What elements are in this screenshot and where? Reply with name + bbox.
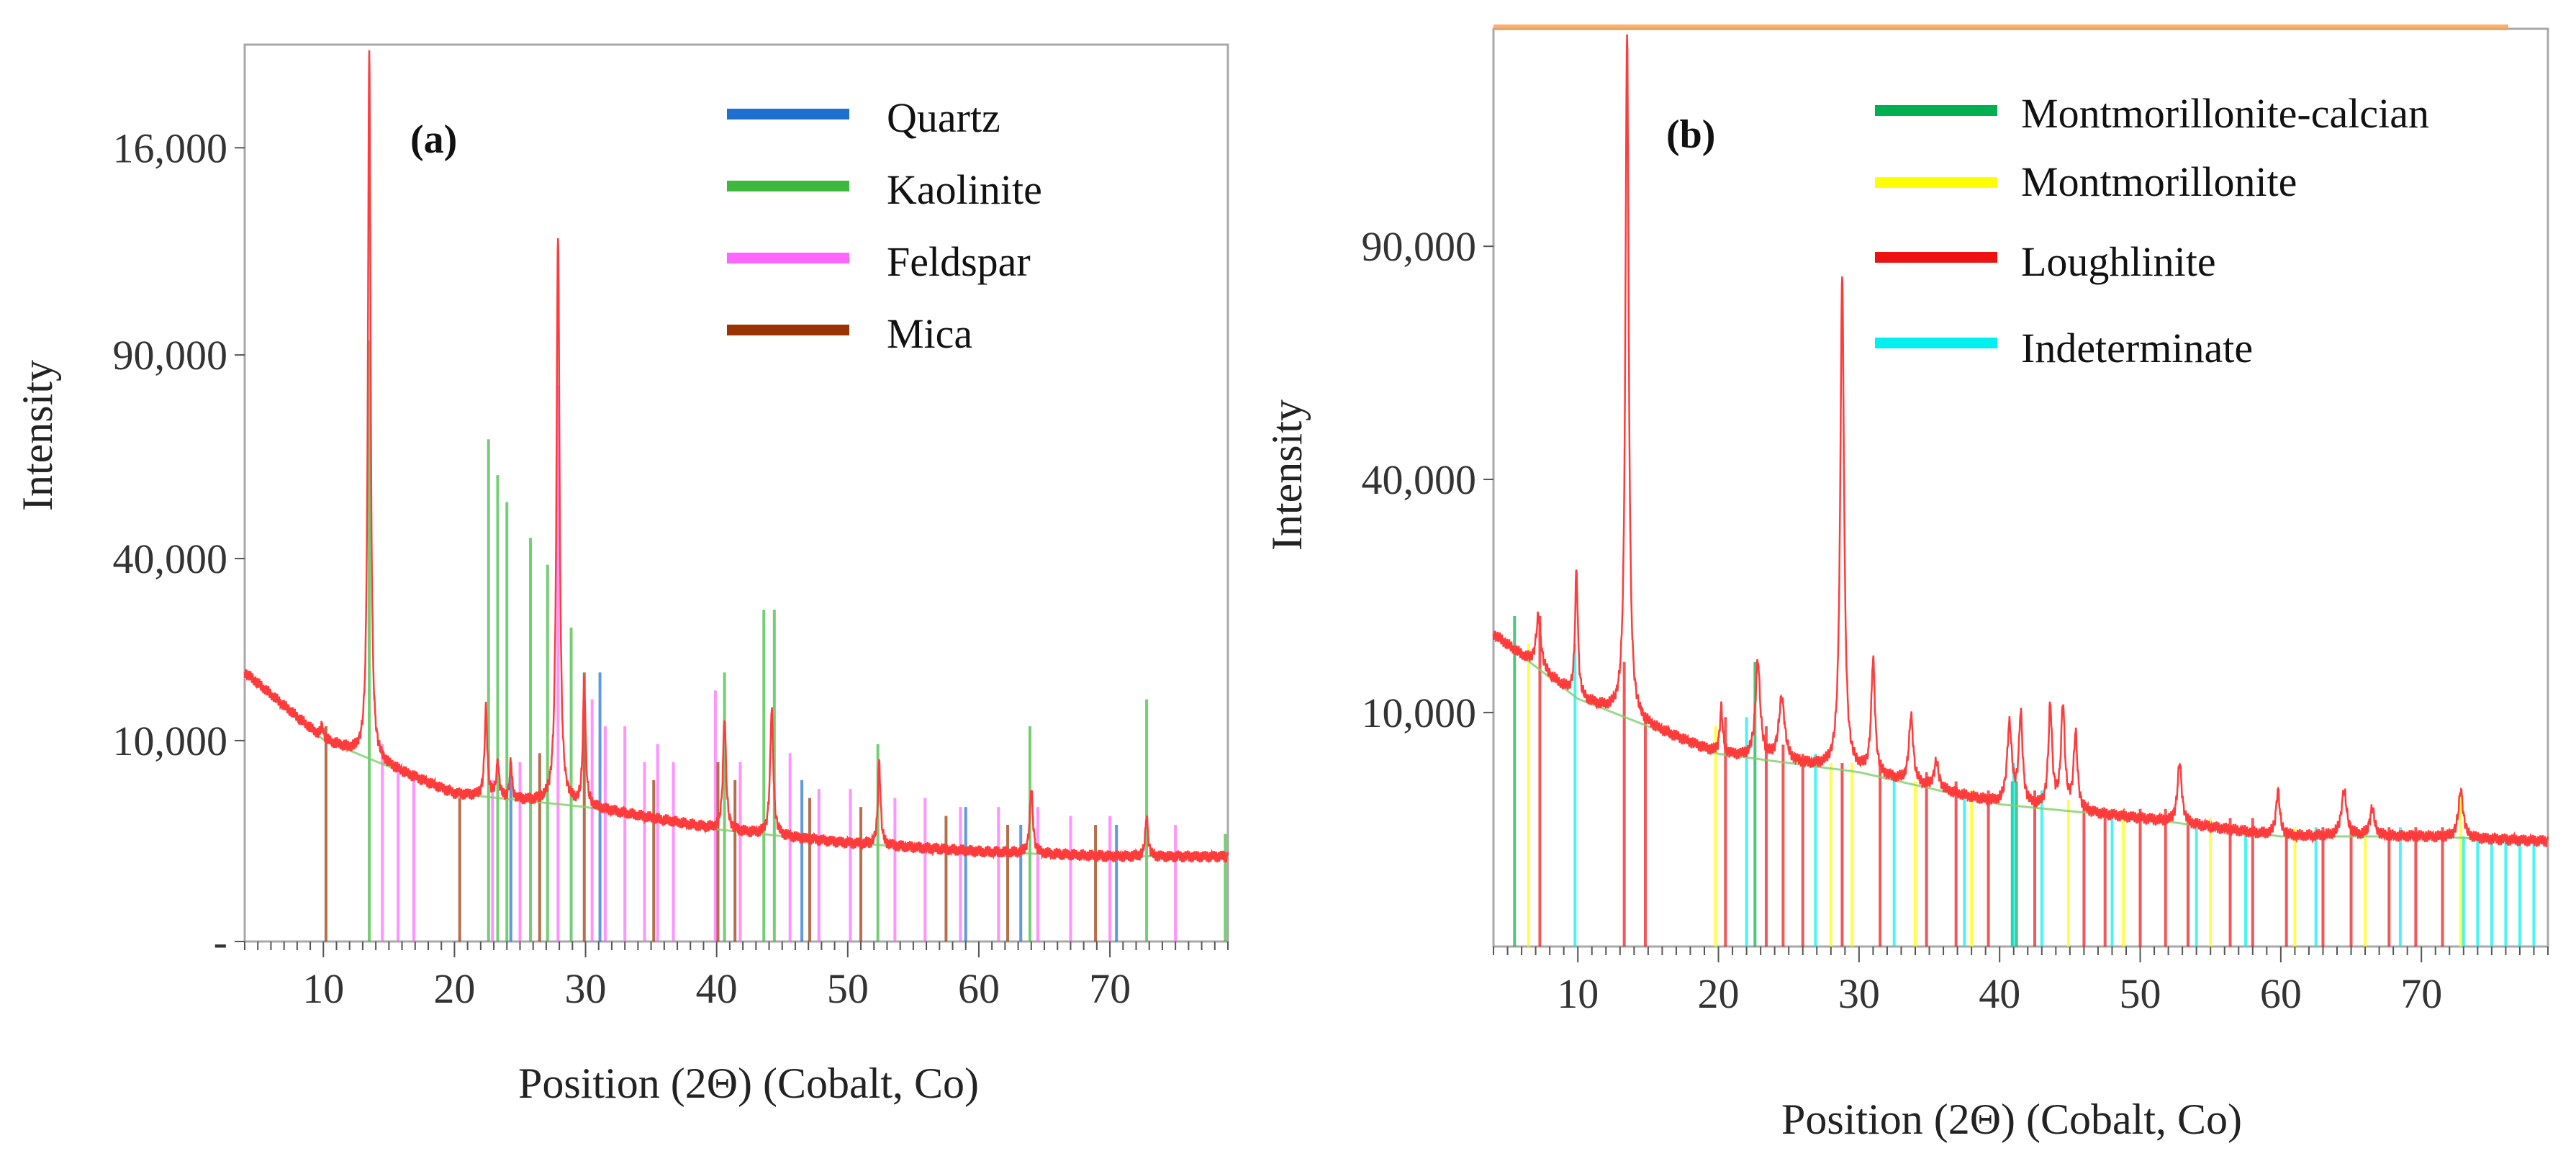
legend-item-quartz: Quartz — [727, 94, 1000, 141]
legend-swatch — [727, 109, 849, 119]
legend: Quartz Kaolinite Feldspar Mica — [727, 94, 1042, 357]
x-tick-label: 30 — [1838, 970, 1880, 1017]
phase-reference-lines — [324, 340, 1227, 941]
x-tick-label: 50 — [2120, 970, 2161, 1017]
phase-lines-montmorillonite — [1527, 644, 2462, 947]
legend-item-indeterminate: Indeterminate — [1875, 325, 2253, 371]
y-tick-label: 90,000 — [1362, 223, 1477, 270]
diffraction-pattern — [243, 50, 1229, 863]
x-tick-label: 30 — [565, 965, 607, 1012]
legend-item-mica: Mica — [727, 310, 972, 357]
y-tick-label: 40,000 — [113, 536, 228, 582]
legend-swatch — [1875, 105, 1997, 116]
legend-label: Indeterminate — [2021, 325, 2253, 371]
phase-lines-indeterminate — [1573, 644, 2536, 947]
axes: 10 20 30 40 50 60 70 90,000 40,000 10,000 — [1362, 223, 2549, 1017]
legend-item-kaolinite: Kaolinite — [727, 166, 1042, 213]
x-tick-label: 20 — [1698, 970, 1740, 1017]
x-tick-label: 70 — [2400, 970, 2442, 1017]
legend-label: Feldspar — [887, 238, 1031, 285]
chart-panel-a: 10 20 30 40 50 60 7016,00090,00040,00010,000- … — [14, 43, 1229, 1107]
legend-item-loughlinite: Loughlinite — [1875, 238, 2216, 285]
y-tick-label: 40,000 — [1362, 456, 1477, 503]
legend: Montmorillonite-calcian Montmorillonite … — [1875, 90, 2429, 371]
phase-lines-kaolinite — [368, 340, 1227, 941]
x-tick-label: 40 — [696, 965, 738, 1012]
diffraction-pattern — [1492, 34, 2549, 847]
pattern-line — [243, 50, 1229, 863]
x-tick-label: 60 — [958, 965, 1000, 1012]
y-axis-title: Intensity — [1263, 399, 1311, 551]
x-axis-title: Position (2Θ) (Cobalt, Co) — [518, 1060, 979, 1107]
legend-swatch — [727, 253, 849, 263]
axes: 10 20 30 40 50 60 70 16,000 90,000 40,000 10,000 - — [113, 125, 1229, 1012]
legend-label: Montmorillonite-calcian — [2021, 90, 2429, 137]
phase-lines-feldspar — [381, 385, 1178, 941]
legend-label: Kaolinite — [887, 166, 1042, 213]
y-tick-label: 10,000 — [113, 718, 228, 764]
legend-label: Mica — [887, 310, 972, 357]
panel-label: (a) — [410, 117, 457, 162]
x-axis-title: Position (2Θ) (Cobalt, Co) — [1781, 1096, 2242, 1143]
x-tick-label: 60 — [2260, 970, 2302, 1017]
top-edge-marks — [1493, 24, 2508, 30]
x-tick-label: 20 — [433, 965, 475, 1012]
x-tick-label: 50 — [827, 965, 869, 1012]
x-tick-label: 10 — [1557, 970, 1599, 1017]
y-tick-label: 16,000 — [113, 125, 228, 171]
x-tick-label: 10 — [302, 965, 344, 1012]
legend-item-feldspar: Feldspar — [727, 238, 1031, 285]
x-tick-label: 70 — [1089, 965, 1131, 1012]
y-tick-label: - — [214, 918, 227, 965]
phase-lines-mica — [324, 672, 1098, 941]
phase-reference-lines — [1513, 616, 2536, 947]
chart-panel-b: 10 20 30 40 50 60 70 90,000 40,000 10,000 (b) Mon… — [1263, 24, 2549, 1143]
legend-swatch — [727, 181, 849, 191]
pattern-line — [1492, 34, 2549, 847]
y-tick-label: 10,000 — [1362, 690, 1477, 736]
legend-swatch — [1875, 177, 1997, 188]
legend-swatch — [1875, 252, 1997, 263]
legend-label: Loughlinite — [2021, 238, 2216, 285]
legend-item-montmorillonite: Montmorillonite — [1875, 158, 2297, 205]
legend-item-montmorillonite-calcian: Montmorillonite-calcian — [1875, 90, 2429, 137]
y-tick-label: 90,000 — [113, 332, 228, 379]
x-tick-label: 40 — [1979, 970, 2020, 1017]
y-axis-title: Intensity — [14, 360, 61, 511]
legend-swatch — [727, 325, 849, 335]
legend-label: Montmorillonite — [2021, 158, 2297, 205]
legend-label: Quartz — [887, 94, 1000, 141]
panel-label: (b) — [1666, 112, 1715, 157]
legend-swatch — [1875, 338, 1997, 348]
